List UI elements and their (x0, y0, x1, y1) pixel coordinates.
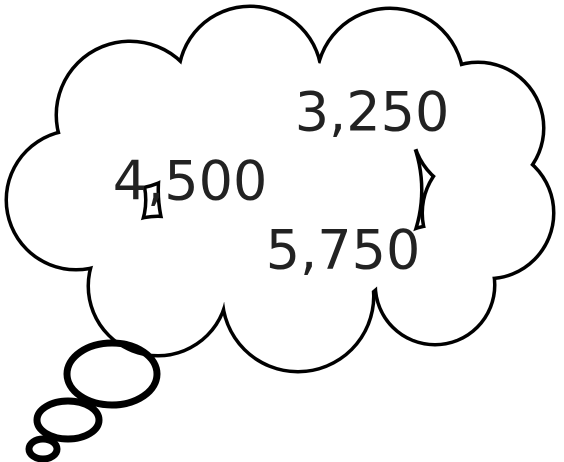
thought-dots (29, 343, 157, 459)
number: 3,250 (295, 81, 450, 144)
thought-bubble: 3,250 4,500 5,750 (0, 0, 564, 462)
number: 5,750 (266, 219, 421, 282)
number: 4,500 (113, 150, 268, 213)
